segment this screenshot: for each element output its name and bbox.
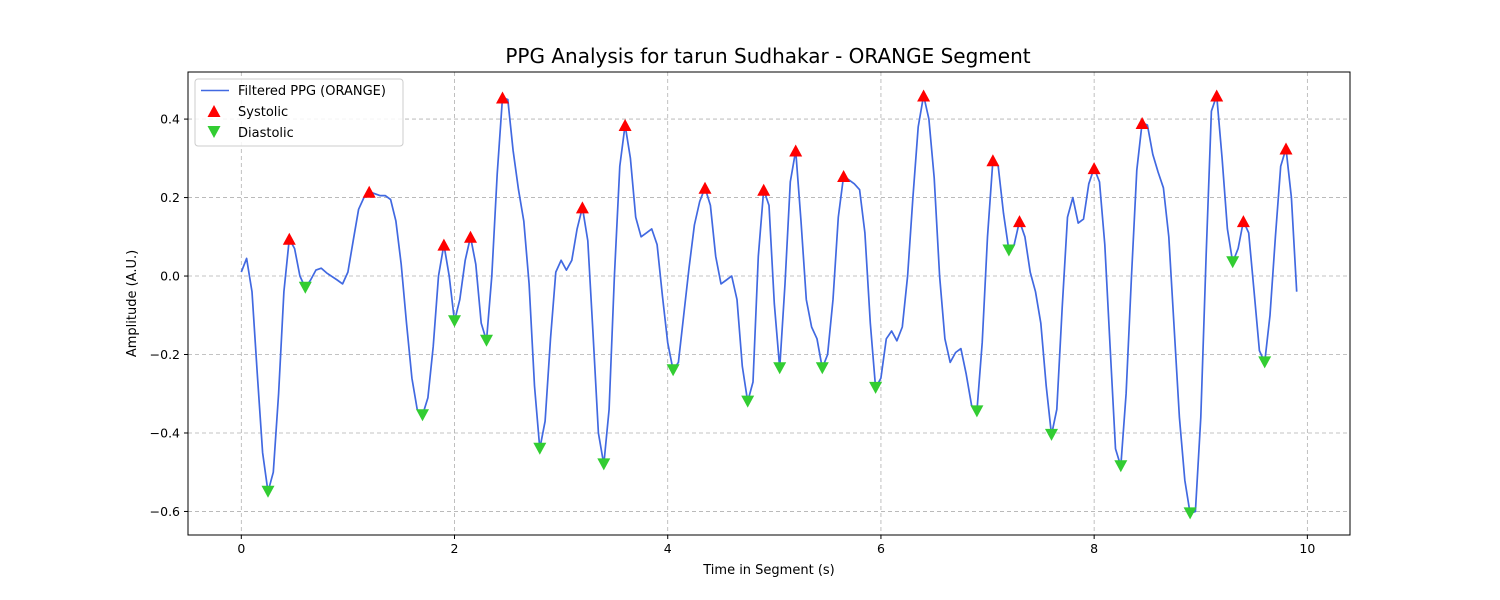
systolic-peak-marker [1210, 89, 1224, 102]
systolic-peak-marker [282, 232, 296, 245]
systolic-peak-marker [575, 201, 589, 214]
systolic-peak-marker [789, 144, 803, 157]
y-axis-label: Amplitude (A.U.) [125, 250, 140, 357]
grid [188, 72, 1350, 535]
diastolic-point-marker [1002, 244, 1016, 257]
diastolic-point-marker [533, 442, 547, 455]
diastolic-point-marker [298, 281, 312, 294]
y-tick-label: 0.4 [160, 112, 180, 127]
y-tick-label: −0.2 [150, 347, 180, 362]
diastolic-point-marker [869, 381, 883, 394]
ppg-signal-line [240, 94, 1298, 515]
systolic-peak-marker [917, 89, 931, 102]
legend-label-diastolic: Diastolic [238, 126, 294, 141]
legend-label-systolic: Systolic [238, 105, 288, 120]
legend-systolic-marker-icon [207, 105, 221, 117]
x-tick-label: 0 [237, 541, 245, 556]
systolic-peak-marker [362, 185, 376, 198]
systolic-peak-marker [1279, 142, 1293, 155]
y-tick-label: 0.0 [160, 269, 180, 284]
systolic-peak-marker [757, 183, 771, 196]
diastolic-point-marker [1183, 507, 1197, 520]
systolic-peak-marker [698, 181, 712, 194]
legend-label-filtered-ppg: Filtered PPG (ORANGE) [238, 84, 386, 99]
chart-title: PPG Analysis for tarun Sudhakar - ORANGE… [505, 44, 1030, 68]
systolic-peak-marker [1236, 215, 1250, 228]
systolic-peak-marker [986, 154, 1000, 167]
axis-ticks: 0 2 4 6 8 10 −0.6 −0.4 −0.2 0.0 0.2 0.4 [150, 112, 1316, 556]
plot-area [188, 72, 1350, 535]
systolic-peak-marker [1087, 162, 1101, 175]
plot-frame [187, 71, 1351, 536]
x-tick-label: 4 [664, 541, 672, 556]
systolic-peak-marker [618, 119, 632, 131]
diastolic-point-marker [666, 364, 680, 377]
diastolic-point-marker [261, 485, 275, 498]
diastolic-point-marker [970, 405, 984, 418]
x-tick-label: 6 [877, 541, 885, 556]
legend: Filtered PPG (ORANGE) Systolic Diastolic [194, 78, 404, 147]
x-axis-label: Time in Segment (s) [702, 563, 834, 578]
systolic-peak-marker [1013, 215, 1026, 228]
diastolic-point-marker [480, 334, 493, 347]
systolic-peak-marker [496, 91, 509, 104]
legend-diastolic-marker-icon [207, 126, 221, 138]
diastolic-point-marker [741, 395, 755, 408]
diastolic-point-marker [815, 362, 829, 375]
diastolic-point-marker [597, 458, 611, 471]
systolic-peak-marker [837, 170, 851, 182]
systolic-peak-marker [464, 230, 477, 243]
systolic-peak-marker [437, 238, 451, 251]
legend-box [194, 78, 404, 147]
systolic-peak-marker [1135, 117, 1149, 129]
x-tick-label: 2 [451, 541, 459, 556]
y-tick-label: −0.4 [150, 425, 180, 440]
diastolic-point-marker [1114, 460, 1128, 473]
series-lines [240, 94, 1298, 515]
x-tick-label: 10 [1299, 541, 1315, 556]
diastolic-point-marker [1045, 428, 1058, 441]
series-markers [261, 89, 1293, 520]
diastolic-point-marker [448, 315, 461, 328]
y-tick-label: 0.2 [160, 190, 180, 205]
diastolic-point-marker [773, 362, 787, 375]
diastolic-point-marker [1226, 256, 1240, 269]
y-tick-label: −0.6 [150, 504, 180, 519]
diastolic-point-marker [1258, 356, 1272, 369]
diastolic-point-marker [416, 409, 429, 422]
x-tick-label: 8 [1090, 541, 1098, 556]
